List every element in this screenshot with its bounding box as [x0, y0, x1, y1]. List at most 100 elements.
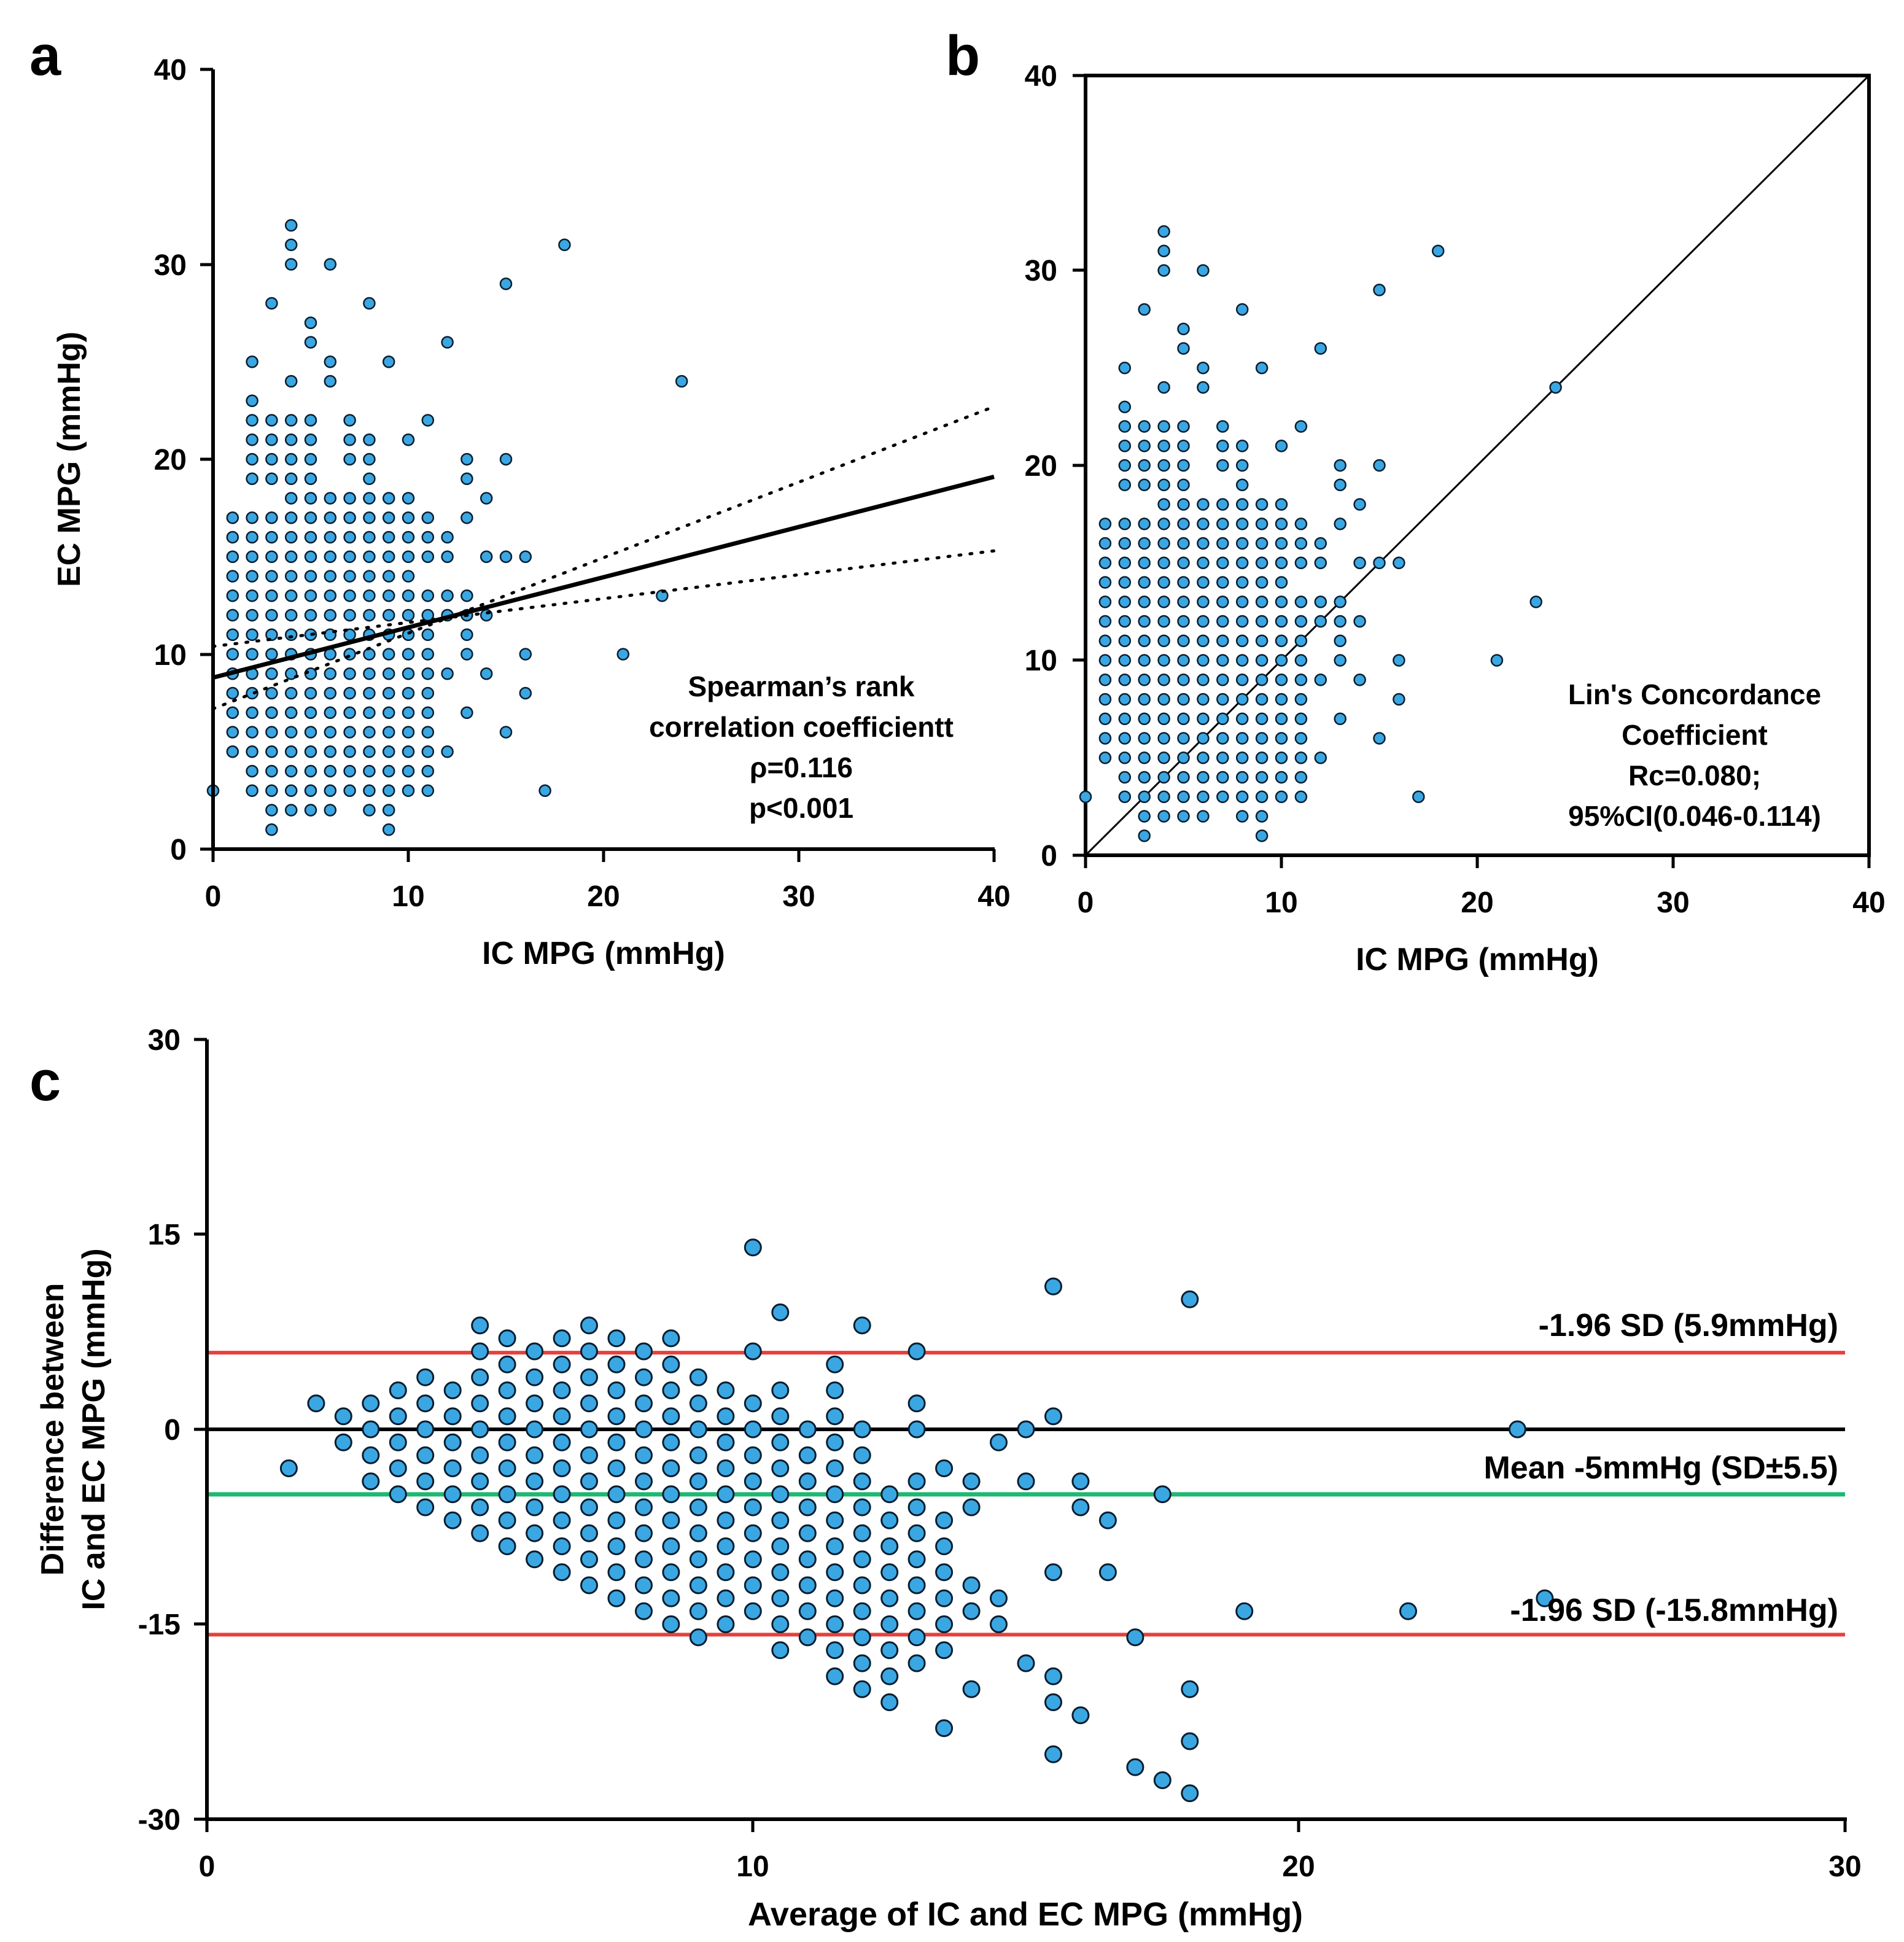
scatter-point: [441, 667, 454, 680]
scatter-point: [265, 530, 278, 544]
bland-altman-point: [907, 1394, 926, 1413]
scatter-point: [1157, 537, 1170, 550]
scatter-point: [421, 589, 435, 602]
scatter-point: [1157, 771, 1170, 784]
scatter-point: [1255, 654, 1269, 667]
scatter-point: [304, 550, 317, 564]
scatter-point: [284, 511, 298, 524]
bland-altman-point: [990, 1433, 1008, 1451]
bland-altman-point: [662, 1563, 680, 1582]
scatter-point: [1157, 752, 1170, 764]
scatter-point: [284, 375, 298, 388]
scatter-point: [246, 726, 258, 739]
panel-c-x-ticks: 0 10 20 30: [199, 1819, 1862, 1883]
bland-altman-point: [798, 1420, 817, 1439]
bland-altman-point: [580, 1472, 598, 1491]
bland-altman-point: [880, 1667, 899, 1685]
bland-altman-point: [662, 1407, 680, 1426]
bland-altman-point: [1126, 1628, 1144, 1647]
panel-b-ytick-label: 30: [1025, 255, 1057, 287]
scatter-point: [246, 608, 258, 622]
scatter-point: [1177, 440, 1190, 452]
bland-altman-point: [443, 1459, 462, 1477]
scatter-point: [363, 297, 376, 310]
bland-altman-point: [853, 1680, 871, 1698]
bland-altman-point: [771, 1381, 790, 1399]
scatter-point: [1373, 459, 1386, 472]
bland-altman-point: [553, 1355, 571, 1373]
scatter-point: [1216, 771, 1229, 784]
scatter-point: [246, 472, 258, 486]
bland-altman-point: [662, 1511, 680, 1529]
scatter-point: [324, 667, 337, 680]
scatter-point: [1157, 478, 1170, 492]
scatter-point: [1098, 556, 1112, 570]
scatter-point: [1314, 596, 1327, 608]
scatter-point: [1138, 459, 1151, 472]
scatter-point: [246, 414, 258, 427]
scatter-point: [1255, 518, 1269, 530]
scatter-point: [1393, 654, 1405, 667]
scatter-point: [304, 452, 317, 466]
bland-altman-point: [1071, 1706, 1090, 1725]
scatter-point: [1216, 537, 1229, 550]
bland-altman-point: [880, 1485, 899, 1504]
scatter-point: [363, 667, 376, 680]
panel-c-y-axis-label-line1: Difference between: [35, 1283, 71, 1576]
scatter-point: [441, 745, 454, 758]
scatter-point: [460, 706, 473, 720]
scatter-point: [460, 472, 473, 486]
scatter-point: [1118, 732, 1132, 745]
scatter-point: [1157, 381, 1170, 394]
scatter-point: [1216, 459, 1229, 472]
scatter-point: [343, 492, 356, 505]
bland-altman-point: [689, 1498, 707, 1517]
bland-altman-point: [498, 1537, 516, 1555]
scatter-point: [1177, 576, 1190, 589]
scatter-point: [1275, 498, 1288, 511]
scatter-point: [421, 706, 435, 720]
bland-altman-point: [443, 1381, 462, 1399]
bland-altman-point: [471, 1420, 489, 1439]
bland-altman-point: [526, 1550, 544, 1569]
scatter-point: [1255, 362, 1269, 375]
scatter-point: [304, 589, 317, 602]
annotation-line: correlation coefficientt: [649, 711, 954, 743]
scatter-point: [226, 589, 239, 602]
scatter-point: [1412, 790, 1425, 804]
bland-altman-point: [771, 1537, 790, 1555]
scatter-point: [1235, 712, 1249, 726]
bland-altman-point: [498, 1511, 516, 1529]
bland-altman-point: [362, 1472, 380, 1491]
bland-altman-point: [826, 1667, 844, 1685]
panel-b-xtick-label: 20: [1461, 887, 1493, 919]
scatter-point: [421, 784, 435, 798]
scatter-point: [1255, 674, 1269, 686]
scatter-point: [324, 492, 337, 505]
bland-altman-point: [798, 1602, 817, 1620]
scatter-point: [284, 589, 298, 602]
scatter-point: [1216, 634, 1229, 648]
bland-altman-point: [935, 1719, 954, 1738]
scatter-point: [1334, 712, 1346, 726]
bland-altman-point: [744, 1420, 762, 1439]
scatter-point: [1294, 712, 1308, 726]
bland-altman-point: [526, 1472, 544, 1491]
scatter-point: [1216, 498, 1229, 511]
bland-altman-point: [935, 1511, 954, 1529]
scatter-point: [1118, 615, 1132, 628]
scatter-point: [284, 570, 298, 583]
scatter-point: [1118, 752, 1132, 764]
panel-b-ytick-label: 20: [1025, 450, 1057, 483]
scatter-point: [343, 608, 356, 622]
bland-altman-point: [526, 1368, 544, 1386]
scatter-point: [284, 472, 298, 486]
scatter-point: [1118, 362, 1132, 375]
bland-altman-point: [416, 1446, 435, 1464]
scatter-point: [1275, 790, 1288, 804]
bland-altman-point: [416, 1472, 435, 1491]
scatter-point: [1235, 674, 1249, 686]
scatter-point: [1235, 556, 1249, 570]
scatter-point: [421, 530, 435, 544]
scatter-point: [1255, 790, 1269, 804]
